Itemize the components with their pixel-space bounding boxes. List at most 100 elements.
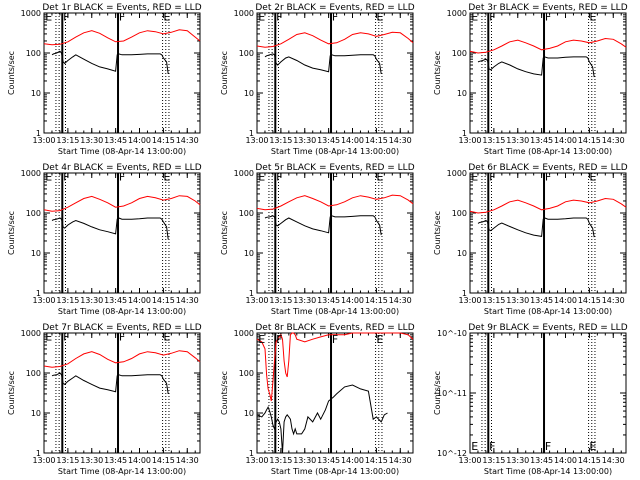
- flag-marker: E: [471, 170, 478, 183]
- x-tick-label: 13:45: [530, 456, 553, 465]
- y-tick-label: 100: [452, 49, 467, 58]
- x-tick-label: 13:00: [32, 136, 55, 145]
- flag-marker: E: [589, 440, 596, 453]
- y-axis-label: Counts/sec: [433, 211, 442, 255]
- panel-title: Det 5r BLACK = Events, RED = LLD: [255, 163, 414, 173]
- x-tick-label: 13:45: [317, 456, 340, 465]
- flag-marker: E: [258, 10, 265, 23]
- x-tick-label: 13:00: [32, 296, 55, 305]
- y-tick-label: 10^-12: [437, 449, 467, 458]
- y-tick-label: 10: [457, 89, 467, 98]
- y-tick-label: 100: [452, 209, 467, 218]
- y-axis-label: Counts/sec: [7, 211, 16, 255]
- y-tick-label: 1: [249, 289, 254, 298]
- flag-marker: F: [332, 333, 338, 346]
- y-axis-label: Counts/sec: [220, 371, 229, 415]
- y-tick-label: 100: [26, 209, 41, 218]
- x-axis-label: Start Time (08-Apr-14 13:00:00): [271, 307, 399, 316]
- flag-marker: F: [545, 440, 551, 453]
- plot-frame: [43, 332, 201, 454]
- y-tick-label: 10: [244, 249, 254, 258]
- x-tick-label: 14:00: [554, 456, 577, 465]
- x-tick-label: 14:15: [152, 136, 175, 145]
- series-line-events: [256, 384, 388, 454]
- y-tick-label: 1: [36, 289, 41, 298]
- x-tick-label: 13:15: [56, 456, 79, 465]
- series-line-lld: [256, 31, 414, 48]
- x-tick-label: 13:15: [482, 456, 505, 465]
- x-tick-label: 14:30: [176, 456, 199, 465]
- panel-title: Det 7r BLACK = Events, RED = LLD: [42, 323, 201, 333]
- x-tick-label: 13:00: [32, 456, 55, 465]
- x-tick-label: 13:45: [104, 296, 127, 305]
- flag-marker: E: [163, 330, 170, 343]
- x-tick-label: 13:30: [80, 136, 103, 145]
- x-tick-label: 14:15: [578, 136, 601, 145]
- y-tick-label: 1: [462, 129, 467, 138]
- y-tick-label: 1000: [21, 169, 41, 178]
- x-tick-label: 14:00: [128, 456, 151, 465]
- x-axis-label: Start Time (08-Apr-14 13:00:00): [271, 467, 399, 476]
- x-tick-label: 14:15: [365, 136, 388, 145]
- x-tick-label: 13:15: [269, 296, 292, 305]
- y-tick-label: 1000: [21, 329, 41, 338]
- flag-marker: E: [258, 333, 265, 346]
- x-tick-label: 14:15: [365, 296, 388, 305]
- x-tick-label: 14:00: [128, 136, 151, 145]
- y-tick-label: 10: [244, 89, 254, 98]
- x-tick-label: 14:30: [602, 296, 625, 305]
- x-tick-label: 14:30: [602, 136, 625, 145]
- x-tick-label: 14:30: [176, 136, 199, 145]
- x-axis-label: Start Time (08-Apr-14 13:00:00): [484, 307, 612, 316]
- flag-marker: F: [545, 10, 551, 23]
- flag-marker: F: [489, 440, 495, 453]
- series-line-lld: [469, 197, 627, 214]
- x-tick-label: 13:45: [530, 136, 553, 145]
- x-axis-label: Start Time (08-Apr-14 13:00:00): [484, 147, 612, 156]
- y-tick-label: 1: [462, 289, 467, 298]
- series-line-lld: [43, 29, 201, 46]
- x-axis-label: Start Time (08-Apr-14 13:00:00): [58, 307, 186, 316]
- x-tick-label: 13:30: [506, 456, 529, 465]
- y-axis-label: Counts/sec: [7, 51, 16, 95]
- flag-marker: F: [332, 10, 338, 23]
- y-tick-label: 10: [244, 409, 254, 418]
- x-tick-label: 13:45: [104, 136, 127, 145]
- x-tick-label: 13:45: [317, 296, 340, 305]
- plot-frame: [43, 172, 201, 294]
- x-tick-label: 14:00: [341, 296, 364, 305]
- flag-marker: E: [45, 170, 52, 183]
- flag-marker: E: [163, 10, 170, 23]
- y-tick-label: 10^-10: [437, 329, 467, 338]
- y-tick-label: 10: [31, 409, 41, 418]
- y-tick-label: 100: [239, 209, 254, 218]
- x-tick-label: 14:30: [389, 296, 412, 305]
- series-line-events: [264, 53, 382, 74]
- flag-marker: F: [119, 10, 125, 23]
- x-tick-label: 14:00: [128, 296, 151, 305]
- flag-marker: F: [332, 170, 338, 183]
- plot-frame: [256, 332, 414, 454]
- x-tick-label: 13:45: [104, 456, 127, 465]
- x-tick-label: 14:30: [389, 456, 412, 465]
- plot-frame: [469, 332, 627, 454]
- flag-marker: E: [376, 170, 383, 183]
- x-tick-label: 13:15: [482, 296, 505, 305]
- x-tick-label: 13:30: [80, 296, 103, 305]
- x-tick-label: 14:15: [152, 296, 175, 305]
- x-axis-label: Start Time (08-Apr-14 13:00:00): [58, 147, 186, 156]
- x-tick-label: 13:45: [530, 296, 553, 305]
- panel-title: Det 9r BLACK = Events, RED = LLD: [468, 323, 627, 333]
- x-tick-label: 14:15: [365, 456, 388, 465]
- y-tick-label: 1: [36, 449, 41, 458]
- series-line-lld: [469, 37, 627, 54]
- y-axis-label: Counts/sec: [220, 51, 229, 95]
- flag-marker: F: [489, 10, 495, 23]
- x-tick-label: 14:30: [389, 136, 412, 145]
